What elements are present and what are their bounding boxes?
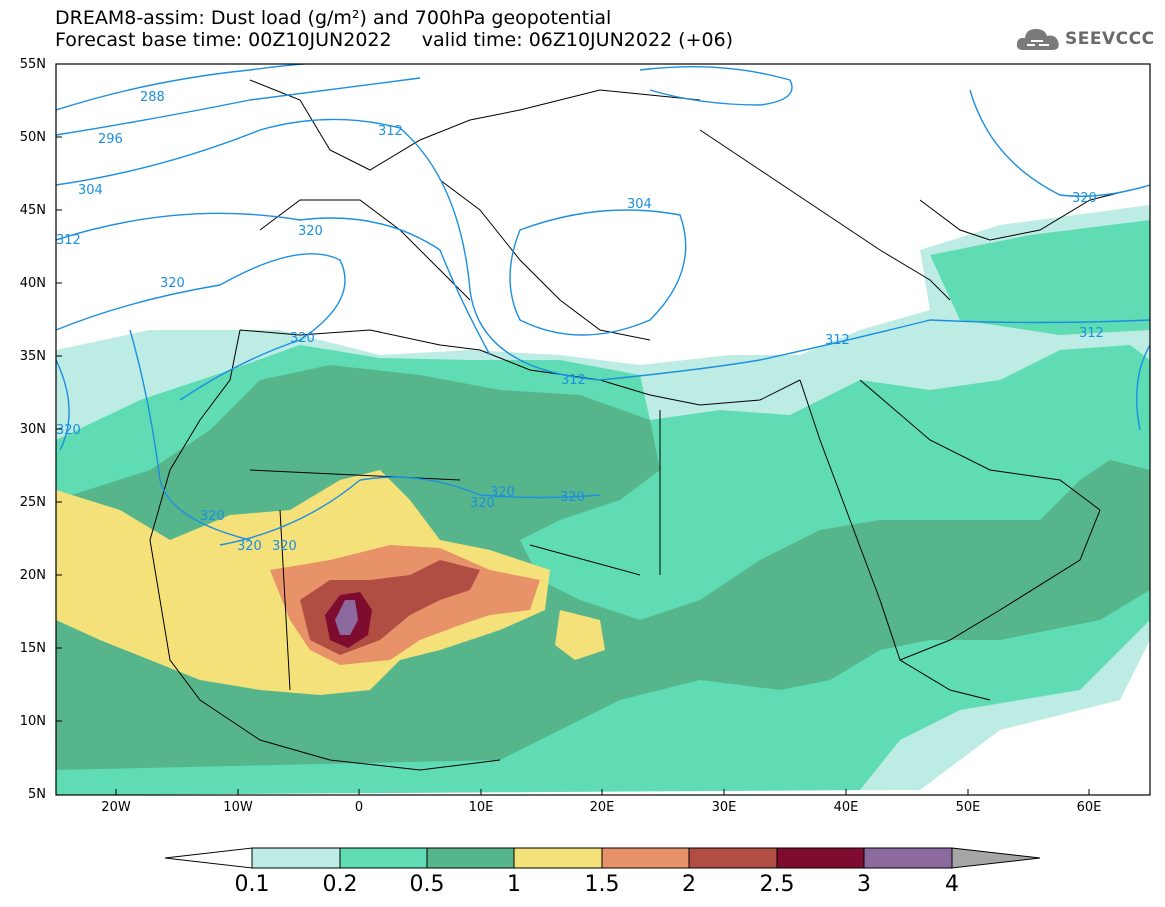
colorbar-high-arrow <box>951 847 1041 869</box>
lat-label: 15N <box>19 641 46 656</box>
contour-labels: 288 296 304 312 312 320 320 320 304 312 … <box>56 90 1104 554</box>
colorbar-swatch <box>863 847 953 869</box>
colorbar-label: 0.1 <box>234 872 270 897</box>
colorbar-label: 3 <box>857 872 871 897</box>
contour-label: 312 <box>825 333 850 348</box>
lon-label: 20E <box>589 800 615 815</box>
colorbar-swatch <box>426 847 515 869</box>
lat-label: 55N <box>19 57 46 72</box>
contour-label: 288 <box>140 90 165 105</box>
contour-label: 312 <box>561 373 586 388</box>
contour-label: 320 <box>160 276 185 291</box>
colorbar-label: 0.5 <box>409 872 445 897</box>
lat-label: 50N <box>19 130 46 145</box>
geopotential-contours <box>56 64 1150 546</box>
logo-text: SEEVCCC <box>1065 29 1155 49</box>
dust-field-1-spot <box>555 610 605 660</box>
contour-label: 304 <box>627 197 652 212</box>
lon-label: 50E <box>955 800 981 815</box>
lat-label: 45N <box>19 203 46 218</box>
lat-label: 20N <box>19 568 46 583</box>
lon-label: 10E <box>468 800 494 815</box>
colorbar-label: 0.2 <box>322 872 358 897</box>
contour-label: 320 <box>1072 191 1097 206</box>
axis-ticks <box>56 63 1090 796</box>
seevccc-logo: SEEVCCC <box>1015 24 1155 54</box>
contour-label: 320 <box>490 485 515 500</box>
cloud-icon <box>1016 29 1059 50</box>
map-title: DREAM8-assim: Dust load (g/m²) and 700hP… <box>55 7 612 29</box>
contour-label: 320 <box>298 224 323 239</box>
contour-label: 320 <box>237 539 262 554</box>
contour-label: 320 <box>470 496 495 511</box>
lon-label: 0 <box>354 800 364 815</box>
lat-label: 35N <box>19 349 46 364</box>
contour-label: 312 <box>378 124 403 139</box>
contour-label: 304 <box>78 183 103 198</box>
colorbar-label: 4 <box>945 872 959 897</box>
colorbar-swatch <box>513 847 603 869</box>
colorbar-swatch <box>601 847 690 869</box>
lat-label: 25N <box>19 495 46 510</box>
colorbar-swatch <box>251 847 341 869</box>
colorbar-label: 2.5 <box>759 872 795 897</box>
contour-label: 320 <box>56 423 81 438</box>
lon-label: 40E <box>833 800 859 815</box>
dust-field-0.2-north <box>930 220 1150 335</box>
colorbar-label: 2 <box>682 872 696 897</box>
colorbar <box>164 847 1041 869</box>
colorbar-swatch <box>776 847 865 869</box>
lon-label: 60E <box>1076 800 1102 815</box>
contour-label: 296 <box>98 132 123 147</box>
contour-label: 320 <box>560 490 585 505</box>
lat-label: 5N <box>28 787 46 802</box>
colorbar-swatch <box>688 847 778 869</box>
contour-label: 320 <box>272 539 297 554</box>
lon-label: 20W <box>101 800 131 815</box>
map-subtitle: Forecast base time: 00Z10JUN2022 valid t… <box>55 29 734 51</box>
contour-label: 320 <box>290 331 315 346</box>
contour-label: 312 <box>56 233 81 248</box>
colorbar-low-arrow <box>164 847 253 869</box>
lon-label: 10W <box>223 800 253 815</box>
dust-field-3 <box>335 600 358 635</box>
contour-label: 312 <box>1079 326 1104 341</box>
contour-label: 320 <box>200 509 225 524</box>
colorbar-label: 1.5 <box>584 872 620 897</box>
colorbar-label: 1 <box>507 872 521 897</box>
lat-label: 40N <box>19 276 46 291</box>
lon-label: 30E <box>711 800 737 815</box>
colorbar-swatch <box>339 847 428 869</box>
lat-label: 10N <box>19 714 46 729</box>
coastlines <box>149 79 1131 771</box>
lat-label: 30N <box>19 422 46 437</box>
